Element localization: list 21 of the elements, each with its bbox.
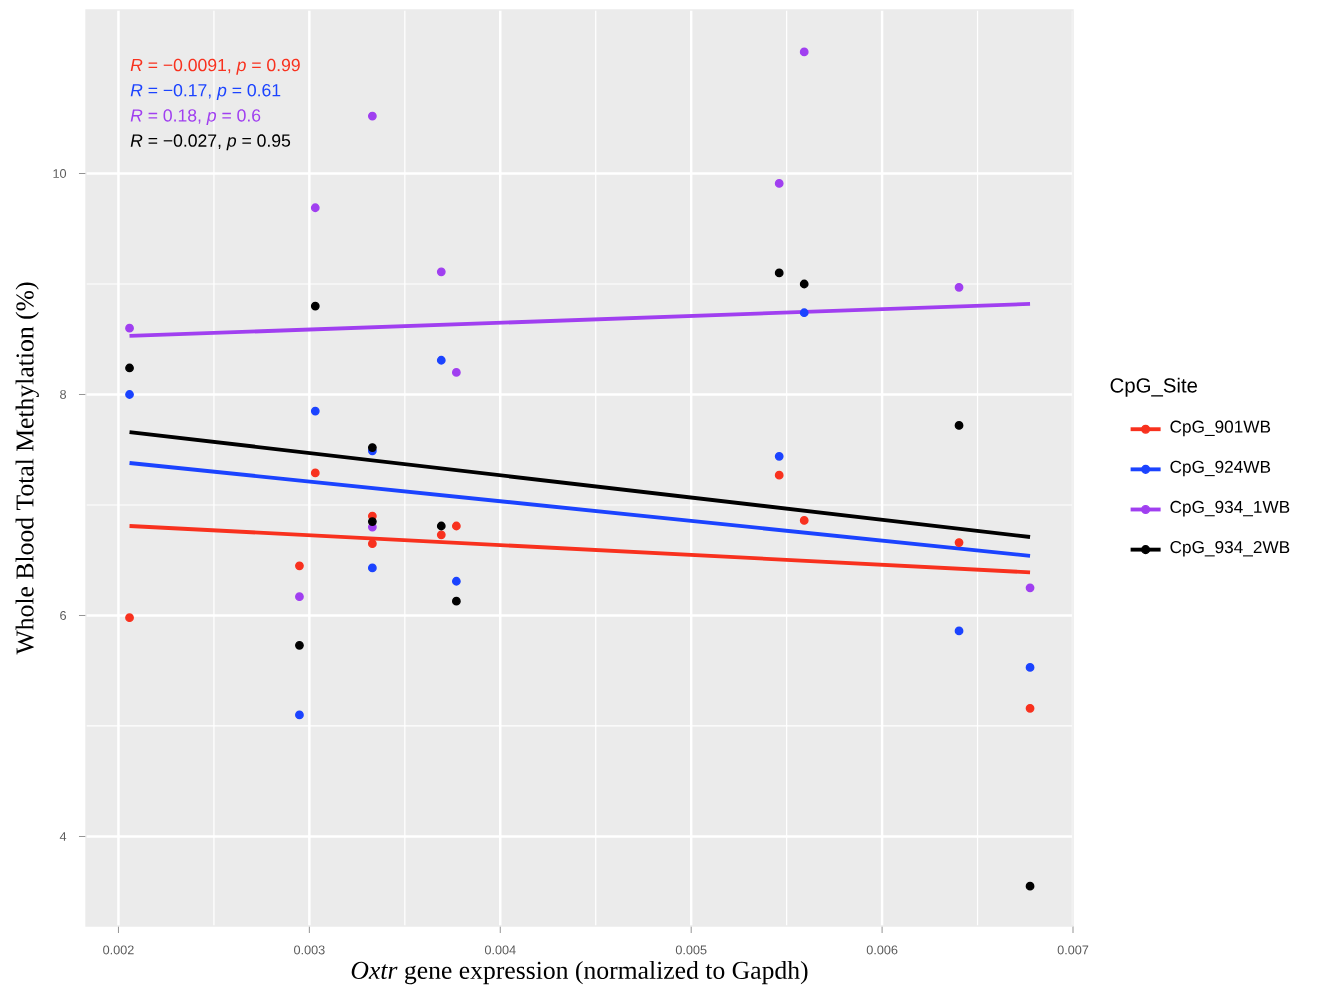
annotation: R = −0.17, p = 0.61 xyxy=(130,83,281,100)
y-tick-label: 10 xyxy=(53,168,67,178)
annotation: R = −0.027, p = 0.95 xyxy=(130,134,291,151)
y-tick-label: 6 xyxy=(60,610,67,620)
x-tick-label: 0.007 xyxy=(1057,945,1089,955)
legend-title: CpG_Site xyxy=(1110,377,1198,397)
x-axis-title: Oxtr gene expression (normalized to Gapdh) xyxy=(351,960,808,985)
legend-label: CpG_934_2WB xyxy=(1170,541,1290,557)
x-tick-label: 0.006 xyxy=(866,945,898,955)
y-tick-label: 8 xyxy=(60,389,67,399)
annotation: R = −0.0091, p = 0.99 xyxy=(130,58,300,75)
legend-label: CpG_924WB xyxy=(1170,460,1271,477)
legend-label: CpG_901WB xyxy=(1170,420,1271,437)
x-tick-label: 0.005 xyxy=(675,945,707,955)
legend-label: CpG_934_1WB xyxy=(1170,500,1290,517)
x-tick-label: 0.002 xyxy=(103,945,134,955)
annotation: R = 0.18, p = 0.6 xyxy=(130,109,261,126)
x-tick-label: 0.004 xyxy=(484,945,516,955)
x-tick-label: 0.003 xyxy=(294,945,325,955)
y-tick-label: 4 xyxy=(59,832,67,841)
y-axis-title: Whole Blood Total Methylation (%) xyxy=(15,282,39,655)
